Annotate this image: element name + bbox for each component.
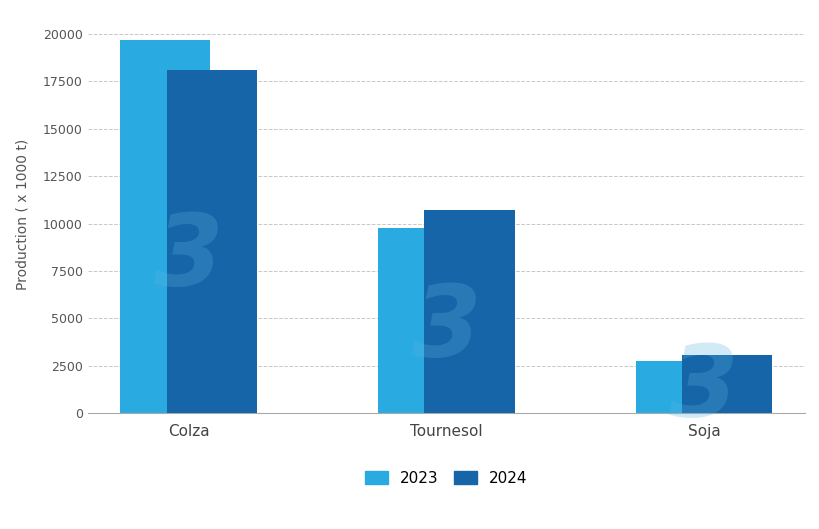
Bar (681, 355, 771, 413)
Bar (120, 40, 210, 413)
Bar (166, 70, 256, 413)
Legend: 2023, 2024: 2023, 2024 (359, 464, 533, 492)
Text: 3: 3 (411, 281, 481, 378)
Text: 3: 3 (668, 341, 738, 438)
Bar (378, 229, 468, 413)
Text: 3: 3 (153, 210, 223, 307)
Bar (635, 361, 725, 413)
Bar (424, 210, 514, 413)
Y-axis label: Production ( x 1000 t): Production ( x 1000 t) (15, 139, 29, 290)
